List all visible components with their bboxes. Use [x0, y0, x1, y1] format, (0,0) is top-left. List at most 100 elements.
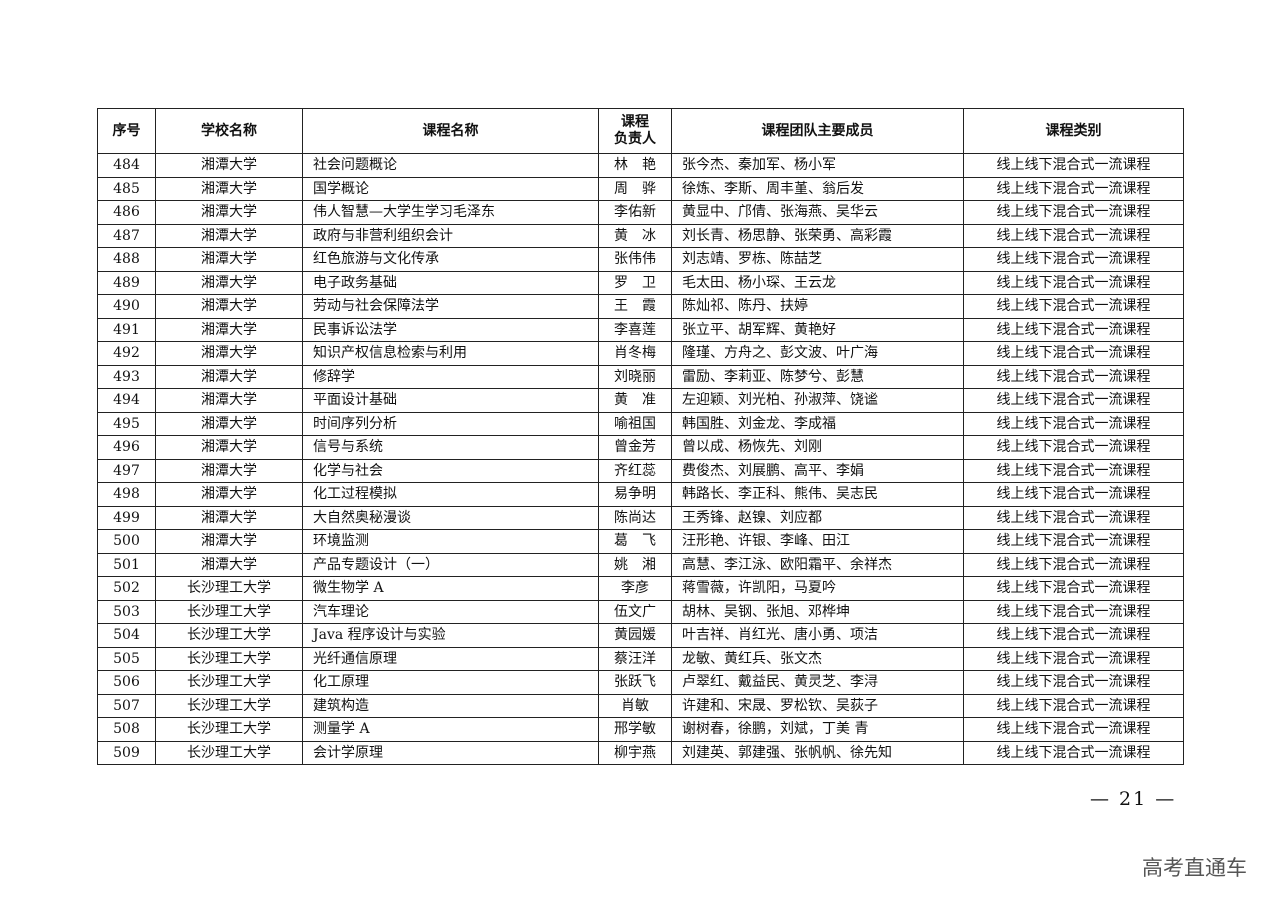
cell-team-members: 王秀锋、赵镍、刘应都	[671, 505, 964, 530]
cell-course-name: 微生物学 A	[302, 576, 599, 601]
cell-course-name: 信号与系统	[302, 435, 599, 460]
cell-course-lead: 黄园媛	[598, 623, 672, 648]
cell-school: 湘潭大学	[155, 223, 303, 248]
table-row: 504 长沙理工大学 Java 程序设计与实验 黄园媛 叶吉祥、肖红光、唐小勇、项洁 线上…	[97, 623, 1184, 648]
cell-course-lead: 周 骅	[598, 176, 672, 201]
cell-course-category: 线上线下混合式一流课程	[963, 364, 1184, 389]
table-row: 496 湘潭大学 信号与系统 曾金芳 曾以成、杨恢先、刘刚 线上线下混合式一流课程	[97, 435, 1184, 460]
cell-team-members: 刘建英、郭建强、张帆帆、徐先知	[671, 740, 964, 765]
cell-index: 493	[97, 364, 156, 389]
table-row: 501 湘潭大学 产品专题设计（一）姚 湘高慧、李江泳、欧阳霜平、余祥杰 线上线下混合…	[97, 552, 1184, 577]
cell-course-lead: 齐红蕊	[598, 458, 672, 483]
cell-course-category: 线上线下混合式一流课程	[963, 599, 1184, 624]
cell-team-members: 汪形艳、许银、李峰、田江	[671, 529, 964, 554]
cell-index: 490	[97, 294, 156, 319]
cell-school: 湘潭大学	[155, 200, 303, 225]
cell-school: 湘潭大学	[155, 294, 303, 319]
cell-course-lead: 李喜莲	[598, 317, 672, 342]
cell-course-lead: 李彦	[598, 576, 672, 601]
cell-team-members: 刘志靖、罗栋、陈喆芝	[671, 247, 964, 272]
cell-school: 湘潭大学	[155, 270, 303, 295]
cell-course-category: 线上线下混合式一流课程	[963, 435, 1184, 460]
table-row: 498 湘潭大学 化工过程模拟 易争明 韩路长、李正科、熊伟、吴志民 线上线下混合式一流课…	[97, 482, 1184, 507]
table-row: 490 湘潭大学 劳动与社会保障法学王 霞陈灿祁、陈丹、扶婷 线上线下混合式一流课程	[97, 294, 1184, 319]
cell-course-name: 电子政务基础	[302, 270, 599, 295]
cell-course-category: 线上线下混合式一流课程	[963, 670, 1184, 695]
cell-course-lead: 黄 冰	[598, 223, 672, 248]
cell-index: 506	[97, 670, 156, 695]
cell-index: 498	[97, 482, 156, 507]
cell-course-name: 建筑构造	[302, 693, 599, 718]
cell-school: 长沙理工大学	[155, 717, 303, 742]
header-course-category: 课程类别	[963, 108, 1184, 154]
cell-school: 湘潭大学	[155, 505, 303, 530]
cell-team-members: 张立平、胡军辉、黄艳好	[671, 317, 964, 342]
cell-school: 湘潭大学	[155, 317, 303, 342]
cell-course-name: 化工过程模拟	[302, 482, 599, 507]
cell-index: 489	[97, 270, 156, 295]
cell-school: 湘潭大学	[155, 552, 303, 577]
header-school: 学校名称	[155, 108, 303, 154]
table-row: 500 湘潭大学 环境监测葛 飞汪形艳、许银、李峰、田江 线上线下混合式一流课程	[97, 529, 1184, 554]
cell-course-name: Java 程序设计与实验	[302, 623, 599, 648]
table-row: 491 湘潭大学 民事诉讼法学 李喜莲 张立平、胡军辉、黄艳好 线上线下混合式一流课程	[97, 317, 1184, 342]
cell-team-members: 曾以成、杨恢先、刘刚	[671, 435, 964, 460]
cell-course-lead: 柳宇燕	[598, 740, 672, 765]
cell-course-lead: 喻祖国	[598, 411, 672, 436]
cell-course-name: 光纤通信原理	[302, 646, 599, 671]
cell-school: 湘潭大学	[155, 458, 303, 483]
cell-course-name: 环境监测	[302, 529, 599, 554]
cell-course-name: 汽车理论	[302, 599, 599, 624]
table-row: 506 长沙理工大学 化工原理 张跃飞 卢翠红、戴益民、黄灵芝、李浔 线上线下混合式一流课…	[97, 670, 1184, 695]
table-row: 487 湘潭大学 政府与非营利组织会计黄 冰刘长青、杨思静、张荣勇、高彩霞 线上线下混…	[97, 223, 1184, 248]
cell-course-category: 线上线下混合式一流课程	[963, 223, 1184, 248]
cell-team-members: 左迎颖、刘光柏、孙淑萍、饶谧	[671, 388, 964, 413]
cell-team-members: 毛太田、杨小琛、王云龙	[671, 270, 964, 295]
cell-course-lead: 姚 湘	[598, 552, 672, 577]
cell-index: 497	[97, 458, 156, 483]
cell-course-category: 线上线下混合式一流课程	[963, 552, 1184, 577]
table-row: 488 湘潭大学 红色旅游与文化传承 张伟伟 刘志靖、罗栋、陈喆芝 线上线下混合式一流课程	[97, 247, 1184, 272]
cell-course-lead: 罗 卫	[598, 270, 672, 295]
cell-school: 湘潭大学	[155, 435, 303, 460]
table-row: 503 长沙理工大学 汽车理论 伍文广 胡林、吴钢、张旭、邓桦坤 线上线下混合式一流课程	[97, 599, 1184, 624]
cell-index: 503	[97, 599, 156, 624]
cell-course-category: 线上线下混合式一流课程	[963, 153, 1184, 178]
header-course-lead: 课程 负责人	[598, 108, 672, 154]
cell-index: 501	[97, 552, 156, 577]
cell-index: 508	[97, 717, 156, 742]
cell-school: 长沙理工大学	[155, 740, 303, 765]
cell-course-category: 线上线下混合式一流课程	[963, 458, 1184, 483]
cell-index: 486	[97, 200, 156, 225]
cell-index: 487	[97, 223, 156, 248]
watermark: 高考直通车	[1142, 856, 1247, 880]
cell-team-members: 隆瑾、方舟之、彭文波、叶广海	[671, 341, 964, 366]
cell-team-members: 雷励、李莉亚、陈梦兮、彭慧	[671, 364, 964, 389]
table-row: 509 长沙理工大学 会计学原理 柳宇燕 刘建英、郭建强、张帆帆、徐先知 线上线下混合式一…	[97, 740, 1184, 765]
cell-team-members: 叶吉祥、肖红光、唐小勇、项洁	[671, 623, 964, 648]
cell-school: 长沙理工大学	[155, 576, 303, 601]
cell-school: 长沙理工大学	[155, 646, 303, 671]
page-number: — 21 —	[1090, 788, 1177, 810]
cell-school: 湘潭大学	[155, 482, 303, 507]
cell-team-members: 黄显中、邝倩、张海燕、吴华云	[671, 200, 964, 225]
table-row: 485 湘潭大学 国学概论周 骅徐炼、李斯、周丰堇、翁后发 线上线下混合式一流课程	[97, 176, 1184, 201]
cell-course-name: 知识产权信息检索与利用	[302, 341, 599, 366]
course-table: 序号 学校名称 课程名称 课程 负责人 课程团队主要成员 课程类别 484 湘潭大学 社会问题概…	[97, 108, 1184, 765]
cell-course-lead: 陈尚达	[598, 505, 672, 530]
cell-course-category: 线上线下混合式一流课程	[963, 247, 1184, 272]
cell-course-lead: 伍文广	[598, 599, 672, 624]
cell-team-members: 卢翠红、戴益民、黄灵芝、李浔	[671, 670, 964, 695]
cell-course-category: 线上线下混合式一流课程	[963, 717, 1184, 742]
cell-course-category: 线上线下混合式一流课程	[963, 693, 1184, 718]
cell-school: 湘潭大学	[155, 176, 303, 201]
table-row: 494 湘潭大学 平面设计基础黄 准左迎颖、刘光柏、孙淑萍、饶谧 线上线下混合式一流课…	[97, 388, 1184, 413]
cell-index: 504	[97, 623, 156, 648]
table-row: 499 湘潭大学 大自然奥秘漫谈 陈尚达 王秀锋、赵镍、刘应都 线上线下混合式一流课程	[97, 505, 1184, 530]
cell-course-name: 红色旅游与文化传承	[302, 247, 599, 272]
cell-team-members: 徐炼、李斯、周丰堇、翁后发	[671, 176, 964, 201]
cell-index: 502	[97, 576, 156, 601]
cell-course-name: 劳动与社会保障法学	[302, 294, 599, 319]
cell-course-name: 产品专题设计（一）	[302, 552, 599, 577]
cell-school: 湘潭大学	[155, 247, 303, 272]
